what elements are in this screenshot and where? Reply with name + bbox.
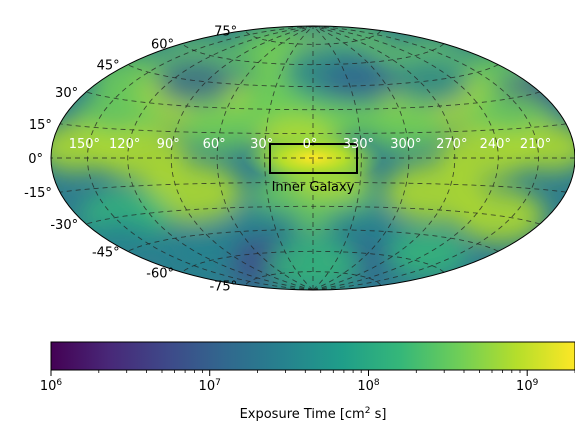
inner-galaxy-box xyxy=(269,143,358,174)
colorbar-tick-label: 107 xyxy=(199,378,221,394)
colorbar-tick-label: 106 xyxy=(40,378,63,394)
latitude-gridline xyxy=(181,250,445,273)
latitude-labels: 75° 60° 45° 30° 15° 0° -15° -30° -45° -60° -75° xyxy=(24,25,237,295)
latitude-tick-label: -30° xyxy=(50,218,78,233)
latitude-tick-label: 60° xyxy=(151,38,174,53)
latitude-gridline xyxy=(127,64,499,88)
exposure-region xyxy=(155,56,236,105)
longitude-tick-label: 330° xyxy=(343,137,374,152)
exposure-region xyxy=(390,56,471,105)
exposure-region xyxy=(320,57,400,106)
longitude-tick-label: 0° xyxy=(303,137,318,152)
colorbar-tick-label: 109 xyxy=(516,378,539,394)
longitude-gridline xyxy=(312,26,540,290)
longitude-gridline xyxy=(127,26,314,290)
longitude-tick-label: 90° xyxy=(157,137,180,152)
longitude-tick-label: 210° xyxy=(520,137,551,152)
exposure-region xyxy=(51,123,116,172)
longitude-tick-label: 270° xyxy=(436,137,467,152)
exposure-region xyxy=(510,123,575,172)
longitude-tick-label: 60° xyxy=(203,137,226,152)
latitude-tick-label: -45° xyxy=(92,245,120,260)
latitude-tick-label: -15° xyxy=(24,186,52,201)
longitude-tick-label: 240° xyxy=(480,137,511,152)
latitude-tick-label: 0° xyxy=(28,152,43,167)
longitude-gridline xyxy=(312,26,456,290)
longitude-tick-label: 150° xyxy=(69,137,100,152)
longitude-gridline xyxy=(216,26,314,290)
exposure-region xyxy=(268,238,358,290)
sky-map: Inner Galaxy 150° 120° 90° 60° 30° 0° 330° 300°… xyxy=(24,25,575,295)
longitude-tick-label: 120° xyxy=(109,137,140,152)
longitude-labels: 150° 120° 90° 60° 30° 0° 330° 300° 270° 240° 210° xyxy=(69,137,552,152)
longitude-gridline xyxy=(86,26,314,290)
latitude-tick-label: 45° xyxy=(97,59,120,74)
longitude-gridline xyxy=(312,26,362,290)
exposure-region xyxy=(365,103,446,152)
latitude-gridline xyxy=(181,43,445,66)
colorbar: 106 107 108 109 Exposure Time [cm2 s] xyxy=(40,341,575,421)
latitude-tick-label: 15° xyxy=(29,118,52,133)
longitude-gridline xyxy=(170,26,314,290)
longitude-tick-label: 30° xyxy=(250,137,273,152)
longitude-tick-label: 300° xyxy=(390,137,421,152)
colorbar-gradient xyxy=(50,341,575,371)
colorbar-tick-label: 108 xyxy=(357,378,380,394)
latitude-tick-label: -60° xyxy=(146,266,174,281)
colorbar-label: Exposure Time [cm2 s] xyxy=(240,406,387,421)
exposure-region xyxy=(180,103,261,152)
colorbar-ticks: 106 107 108 109 xyxy=(40,370,575,394)
longitude-gridline xyxy=(312,26,499,290)
longitude-gridline xyxy=(312,26,410,290)
latitude-tick-label: 75° xyxy=(214,25,237,40)
map-boundary xyxy=(50,25,575,291)
graticule xyxy=(51,26,575,290)
latitude-tick-label: 30° xyxy=(55,86,78,101)
longitude-gridline xyxy=(264,26,314,290)
latitude-tick-label: -75° xyxy=(209,280,237,295)
inner-galaxy-label: Inner Galaxy xyxy=(272,180,355,195)
